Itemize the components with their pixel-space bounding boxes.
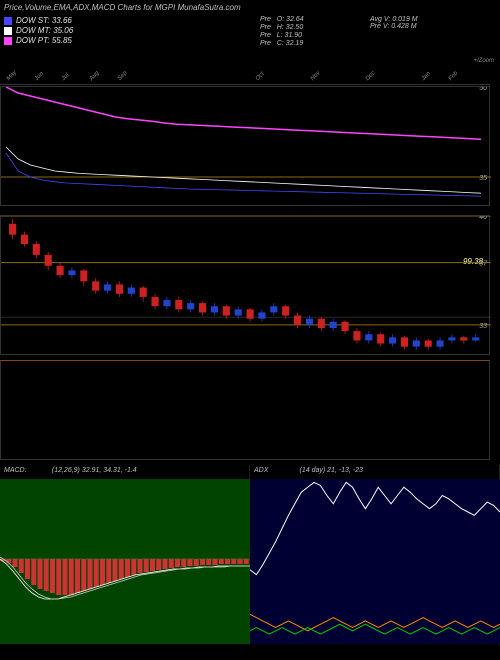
pre-vol-row: Pre V: 0.428 M	[370, 23, 418, 30]
avg-vol-row: Avg V: 0.019 M	[370, 16, 418, 23]
svg-text:33: 33	[479, 323, 487, 330]
zoom-hint[interactable]: +/Zoom	[473, 58, 494, 64]
ohlc-close: Pre C: 32.19	[260, 40, 304, 47]
ohlc-block: Pre O: 32.64 Pre H: 32.50 Pre L: 31.90 P…	[260, 16, 304, 48]
legend-mt: DOW MT: 35.06	[4, 26, 73, 35]
candle-svg: 33 37 40	[1, 216, 491, 356]
candlestick-chart[interactable]: 33 37 40	[0, 215, 490, 355]
macd-chart[interactable]: MACD: (12,26,9) 32.91, 34.31, -1.4	[0, 465, 250, 645]
macd-label: MACD: (12,26,9) 32.91, 34.31, -1.4	[0, 465, 249, 476]
legend-box-mt	[4, 27, 12, 35]
price-line-chart[interactable]: 3550 99.38	[0, 86, 490, 206]
price-svg: 35 50	[1, 87, 491, 207]
ohlc-open: Pre O: 32.64	[260, 16, 304, 23]
adx-plot-area	[250, 479, 500, 644]
legend-label-pt: DOW PT: 55.85	[16, 36, 72, 45]
adx-label: ADX (14 day) 21, -13, -23	[250, 465, 499, 476]
adx-chart[interactable]: ADX (14 day) 21, -13, -23	[250, 465, 500, 645]
avg-volume-block: Avg V: 0.019 M Pre V: 0.428 M	[370, 16, 418, 30]
ohlc-low: Pre L: 31.90	[260, 32, 304, 39]
legend-label-st: DOW ST: 33.66	[16, 16, 72, 25]
page-title: Price,Volume,EMA,ADX,MACD Charts for MGP…	[0, 0, 500, 15]
date-axis: MayJunJulAugSepOctNovDecJanFeb	[0, 70, 490, 85]
legend-st: DOW ST: 33.66	[4, 16, 73, 25]
ohlc-high: Pre H: 32.50	[260, 24, 304, 31]
macd-plot-area	[0, 479, 250, 644]
legend-pt: DOW PT: 55.85	[4, 36, 73, 45]
svg-text:50: 50	[479, 87, 487, 92]
legend-box-pt	[4, 37, 12, 45]
svg-text:37: 37	[479, 261, 488, 268]
legend: DOW ST: 33.66 DOW MT: 35.06 DOW PT: 55.8…	[4, 16, 73, 46]
svg-text:40: 40	[479, 216, 487, 221]
svg-text:35: 35	[479, 175, 487, 182]
legend-label-mt: DOW MT: 35.06	[16, 26, 73, 35]
volume-chart[interactable]	[0, 360, 490, 460]
legend-box-st	[4, 17, 12, 25]
